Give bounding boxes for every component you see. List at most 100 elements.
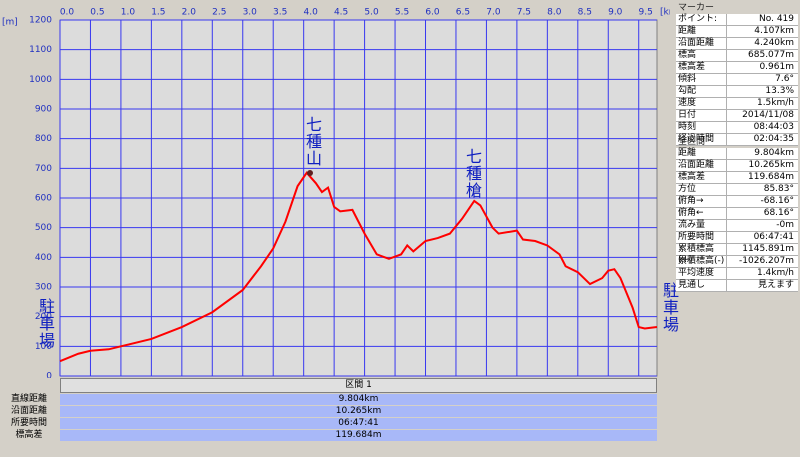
annotation: 七種山 [303,116,322,167]
section-header[interactable]: 区間 1 [60,378,657,393]
panel-label: 距離 [676,26,727,37]
panel-label: 俯角← [676,208,727,219]
panel-row: 方位 85.83° [676,184,798,196]
y-tick-label: 200 [35,312,52,322]
y-tick-label: 1200 [29,16,52,26]
panel-row: ポイント: No. 419 [676,14,798,26]
panel-row: 流み量 -0m [676,220,798,232]
panel-value: 1145.891m [742,244,794,254]
panel-row: 傾斜 7.6° [676,74,798,86]
panel-value: 02:04:35 [753,134,794,144]
y-tick-label: 800 [35,134,52,144]
panel-row: 所要時間 06:47:41 [676,232,798,244]
panel-label: 距離 [676,148,727,159]
panel-title: 全区間 [678,137,706,147]
x-tick-label: 4.5 [334,8,348,18]
panel-label: 所要時間 [676,232,727,243]
panel-row: 見通し 見えます [676,280,798,292]
table-label: 所要時間 [0,418,58,429]
table-row: 沿面距離 10.265km [0,406,657,417]
x-tick-label: 1.5 [151,8,165,18]
panel-label: 流み量 [676,220,727,231]
panel-value: 4.107km [754,26,794,36]
x-tick-label: 3.5 [273,8,287,18]
panel-label: 日付 [676,110,727,121]
x-tick-label: 9.0 [608,8,623,18]
y-tick-label: 1000 [29,75,52,85]
panel-value: 10.265km [748,160,794,170]
x-tick-label: 6.0 [425,8,440,18]
panel-value: No. 419 [759,14,794,24]
panel-title: マーカー [678,3,715,13]
panel-row: 累積標高(+) 1145.891m [676,244,798,265]
y-tick-label: 900 [35,105,52,115]
x-tick-label: 7.0 [486,8,501,18]
x-tick-label: 5.5 [395,8,409,18]
panel-value: 85.83° [763,184,794,194]
panel-value: 06:47:41 [753,232,794,242]
x-tick-label: 8.0 [547,8,562,18]
y-axis-label: [m] [2,18,18,28]
panel-row: 俯角← 68.16° [676,208,798,220]
x-tick-label: 3.0 [243,8,258,18]
panel-label: 見通し [676,280,727,291]
panel-label: 方位 [676,184,727,195]
panel-value: 見えます [757,280,794,290]
y-tick-label: 700 [35,164,52,174]
panel-label: 平均速度 [676,268,727,279]
panel-value: 9.804km [754,148,794,158]
panel-row: 距離 9.804km [676,148,798,160]
x-tick-label: 2.5 [212,8,226,18]
panel-row: 日付 2014/11/08 [676,110,798,122]
panel-value: 1.5km/h [756,98,794,108]
table-row: 直線距離 9.804km [0,394,657,405]
annotation: 駐車場 [36,298,55,349]
panel-label: 標高差 [676,172,727,183]
y-tick-label: 0 [46,372,52,379]
table-value: 06:47:41 [60,418,657,429]
panel-value: -68.16° [760,196,794,206]
marker-panel: マーカー ポイント: No. 419 距離 4.107km 沿面距離 4.240km 標高 68… [676,2,798,146]
panel-value: 13.3% [765,86,794,96]
table-label: 沿面距離 [0,406,58,417]
panel-value: 685.077m [748,50,794,60]
panel-label: ポイント: [676,14,727,25]
table-row: 標高差 119.684m [0,430,657,441]
panel-value: -0m [776,220,794,230]
panel-label: 勾配 [676,86,727,97]
panel-row: 標高差 119.684m [676,172,798,184]
x-axis-label: [km] [660,8,670,18]
panel-label: 累積標高(+) [676,244,727,265]
marker-point [307,170,313,176]
annotation: 七種槍 [463,148,482,199]
panel-row: 距離 4.107km [676,26,798,38]
y-tick-label: 400 [35,253,52,263]
panel-row: 標高差 0.961m [676,62,798,74]
annotation: 駐車場 [660,282,679,333]
x-tick-label: 2.0 [182,8,197,18]
panel-value: -1026.207m [739,256,794,266]
panel-row: 累積標高(-) -1026.207m [676,256,798,268]
panel-label: 経過時間 [676,134,727,145]
y-tick-label: 500 [35,223,52,233]
x-tick-label: 8.5 [578,8,592,18]
y-tick-label: 300 [35,283,52,293]
section-table: 区間 1 直線距離 9.804km 沿面距離 10.265km 所要時間 06:47:41… [0,378,660,457]
panel-label: 速度 [676,98,727,109]
y-tick-label: 600 [35,194,52,204]
x-tick-label: 4.0 [304,8,319,18]
panel-value: 1.4km/h [756,268,794,278]
table-value: 119.684m [60,430,657,441]
panel-value: 2014/11/08 [742,110,794,120]
panel-label: 傾斜 [676,74,727,85]
panel-label: 標高差 [676,62,727,73]
panel-value: 08:44:03 [753,122,794,132]
x-tick-label: 5.0 [364,8,379,18]
panel-row: 時刻 08:44:03 [676,122,798,134]
x-tick-label: 9.5 [639,8,653,18]
panel-row: 沿面距離 4.240km [676,38,798,50]
panel-value: 7.6° [775,74,794,84]
profile-line [59,171,658,363]
table-value: 10.265km [60,406,657,417]
